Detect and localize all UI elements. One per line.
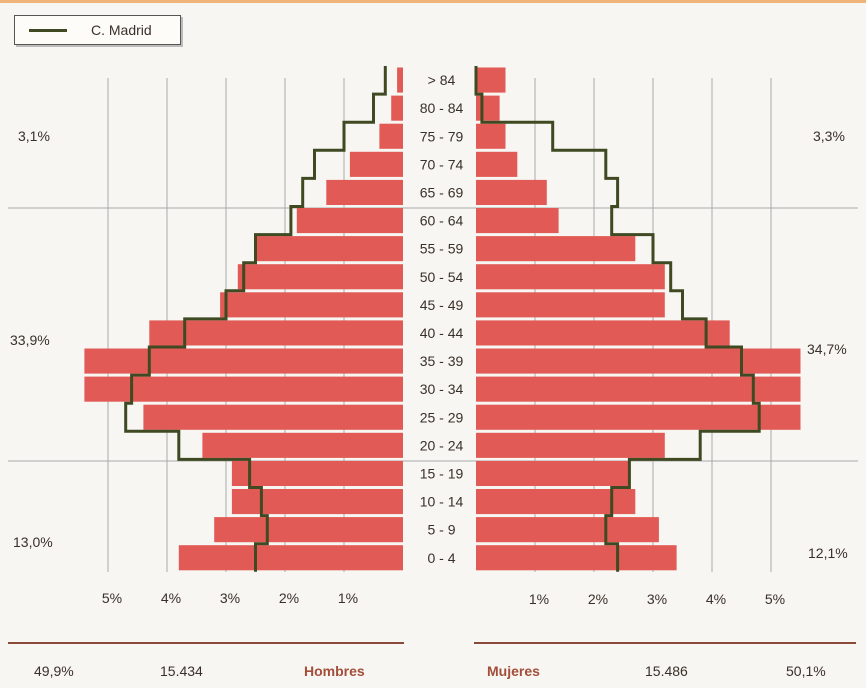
total-women-count: 15.486 — [645, 663, 688, 679]
bar-mujeres-15 — [476, 123, 506, 149]
bar-hombres-14 — [349, 151, 403, 177]
age-label-8: 40 - 44 — [420, 325, 464, 341]
bar-hombres-17 — [397, 67, 403, 93]
total-women-pct: 50,1% — [786, 663, 826, 679]
share-right-top: 3,3% — [813, 128, 845, 144]
bar-hombres-4 — [202, 432, 403, 458]
x-tick-right-3: 4% — [706, 591, 726, 607]
reference-line-left — [124, 66, 387, 572]
age-label-14: 70 - 74 — [420, 156, 464, 172]
bar-hombres-6 — [84, 376, 404, 402]
bars-hombres — [84, 67, 404, 571]
share-left-top: 3,1% — [18, 128, 50, 144]
age-label-4: 20 - 24 — [420, 437, 464, 453]
age-label-9: 45 - 49 — [420, 297, 464, 313]
age-label-16: 80 - 84 — [420, 100, 464, 116]
age-label-2: 10 - 14 — [420, 494, 464, 510]
age-label-1: 5 - 9 — [427, 522, 455, 538]
bar-mujeres-17 — [476, 67, 506, 93]
age-label-11: 55 - 59 — [420, 241, 464, 257]
age-label-5: 25 - 29 — [420, 409, 464, 425]
x-tick-right-2: 3% — [647, 591, 667, 607]
bar-hombres-7 — [84, 348, 404, 374]
bar-mujeres-1 — [476, 517, 659, 543]
bar-mujeres-11 — [476, 236, 636, 262]
bar-hombres-12 — [296, 208, 403, 234]
bar-mujeres-12 — [476, 208, 559, 234]
age-label-6: 30 - 34 — [420, 381, 464, 397]
bar-hombres-10 — [237, 264, 403, 290]
legend-line-swatch — [29, 29, 67, 32]
bar-mujeres-5 — [476, 404, 801, 430]
bar-mujeres-16 — [476, 95, 500, 121]
age-label-15: 75 - 79 — [420, 128, 464, 144]
bar-hombres-0 — [178, 545, 403, 571]
reference-lines — [124, 66, 761, 572]
share-right-middle: 34,7% — [807, 341, 847, 357]
bar-mujeres-9 — [476, 292, 665, 318]
bar-hombres-3 — [231, 460, 403, 486]
share-left-middle: 33,9% — [10, 332, 50, 348]
bar-mujeres-6 — [476, 376, 801, 402]
x-tick-left-3: 2% — [279, 590, 299, 606]
bar-hombres-16 — [391, 95, 403, 121]
bar-hombres-8 — [149, 320, 403, 346]
age-label-10: 50 - 54 — [420, 269, 464, 285]
x-tick-labels: 5% 4% 3% 2% 1% 1% 2% 3% 4% 5% — [102, 590, 785, 607]
bar-hombres-9 — [220, 292, 403, 318]
bar-hombres-1 — [214, 517, 403, 543]
x-tick-right-4: 5% — [765, 591, 785, 607]
legend: C. Madrid — [14, 15, 181, 45]
total-men-count: 15.434 — [160, 663, 203, 679]
bar-mujeres-7 — [476, 348, 801, 374]
share-right-bottom: 12,1% — [808, 545, 848, 561]
total-men-label: Hombres — [304, 663, 365, 679]
bar-mujeres-14 — [476, 151, 518, 177]
bar-hombres-13 — [326, 179, 403, 205]
age-label-7: 35 - 39 — [420, 353, 464, 369]
reference-line-right — [474, 66, 761, 572]
age-label-0: 0 - 4 — [427, 550, 455, 566]
age-label-3: 15 - 19 — [420, 465, 464, 481]
bar-mujeres-13 — [476, 179, 547, 205]
total-men-pct: 49,9% — [34, 663, 74, 679]
age-label-17: > 84 — [428, 72, 456, 88]
x-tick-left-1: 4% — [161, 590, 181, 606]
legend-label: C. Madrid — [91, 22, 152, 38]
bars-mujeres — [476, 67, 801, 571]
bar-mujeres-2 — [476, 489, 636, 515]
age-labels: 0 - 4 5 - 9 10 - 14 15 - 19 20 - 24 25 - 29 30… — [420, 72, 464, 566]
x-tick-left-2: 3% — [220, 590, 240, 606]
x-tick-right-0: 1% — [529, 591, 549, 607]
bar-mujeres-8 — [476, 320, 730, 346]
bar-mujeres-3 — [476, 460, 630, 486]
bar-hombres-5 — [143, 404, 403, 430]
bar-mujeres-10 — [476, 264, 665, 290]
bar-hombres-11 — [255, 236, 403, 262]
bar-hombres-15 — [379, 123, 403, 149]
bar-mujeres-0 — [476, 545, 677, 571]
x-tick-left-4: 1% — [338, 590, 358, 606]
x-tick-right-1: 2% — [588, 591, 608, 607]
bar-mujeres-4 — [476, 432, 665, 458]
age-label-13: 65 - 69 — [420, 184, 464, 200]
share-left-bottom: 13,0% — [13, 534, 53, 550]
bar-hombres-2 — [231, 489, 403, 515]
age-label-12: 60 - 64 — [420, 213, 464, 229]
x-tick-left-0: 5% — [102, 590, 122, 606]
total-women-label: Mujeres — [487, 663, 540, 679]
